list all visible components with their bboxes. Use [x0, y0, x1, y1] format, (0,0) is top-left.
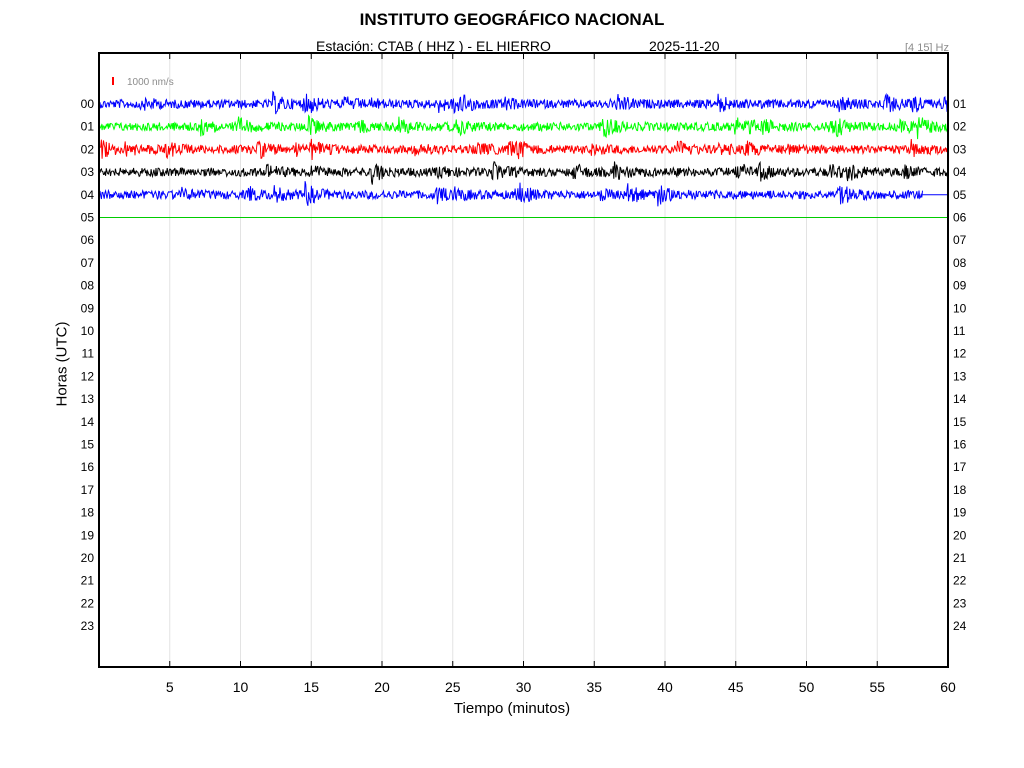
hour-label-left: 09 [81, 301, 95, 315]
hour-label-left: 02 [81, 142, 95, 156]
x-tick-label: 45 [728, 679, 744, 695]
hour-label-right: 10 [953, 301, 967, 315]
hour-label-left: 16 [81, 460, 95, 474]
x-axis-label: Tiempo (minutos) [453, 700, 571, 717]
hour-label-left: 00 [81, 97, 95, 111]
hour-label-right: 03 [953, 142, 967, 156]
x-tick-label: 35 [586, 679, 602, 695]
station-subtitle: Estación: CTAB ( HHZ ) - EL HIERRO [316, 38, 551, 54]
hour-label-right: 06 [953, 211, 967, 225]
scale-bar [112, 77, 114, 85]
seismogram-trace-hour-01 [99, 114, 949, 140]
seismogram-trace-hour-00 [99, 90, 948, 115]
hour-label-left: 13 [81, 392, 95, 406]
hour-label-right: 22 [953, 574, 967, 588]
hour-label-left: 23 [81, 619, 95, 633]
hour-label-right: 24 [953, 619, 967, 633]
hour-label-right: 17 [953, 460, 967, 474]
hour-label-left: 20 [81, 551, 95, 565]
hour-label-left: 21 [81, 574, 95, 588]
hour-label-left: 12 [81, 369, 95, 383]
hour-label-left: 05 [81, 211, 95, 225]
hour-label-right: 23 [953, 596, 967, 610]
seismogram-trace-hour-02 [99, 138, 949, 161]
x-tick-label: 10 [233, 679, 249, 695]
x-tick-label: 30 [516, 679, 532, 695]
hour-label-right: 13 [953, 369, 967, 383]
hour-label-right: 12 [953, 347, 967, 361]
hour-label-right: 01 [953, 97, 967, 111]
x-tick-label: 20 [374, 679, 390, 695]
hour-label-right: 20 [953, 528, 967, 542]
hour-label-right: 19 [953, 506, 967, 520]
hour-label-left: 11 [82, 347, 95, 361]
seismogram-trace-hour-03 [99, 160, 949, 185]
x-tick-label: 55 [869, 679, 885, 695]
hour-label-left: 06 [81, 233, 95, 247]
hour-label-right: 14 [953, 392, 967, 406]
hour-label-right: 09 [953, 279, 967, 293]
x-tick-label: 15 [303, 679, 319, 695]
hour-label-left: 17 [81, 483, 95, 497]
hour-label-left: 04 [81, 188, 95, 202]
plot-frame [98, 52, 949, 668]
x-tick-label: 40 [657, 679, 673, 695]
hour-label-left: 22 [81, 596, 95, 610]
hour-label-left: 08 [81, 279, 95, 293]
scale-label: 1000 nm/s [127, 77, 174, 88]
x-tick-label: 50 [799, 679, 815, 695]
hour-label-right: 08 [953, 256, 967, 270]
x-tick-label: 5 [166, 679, 174, 695]
date-subtitle: 2025-11-20 [649, 38, 720, 54]
hour-label-left: 19 [81, 528, 95, 542]
hour-label-left: 10 [81, 324, 95, 338]
x-tick-label: 25 [445, 679, 461, 695]
hour-label-right: 21 [953, 551, 967, 565]
hour-label-left: 01 [81, 120, 95, 134]
hour-label-right: 11 [953, 324, 966, 338]
frequency-band-label: [4 15] Hz [904, 42, 949, 54]
hour-label-left: 07 [81, 256, 95, 270]
hour-label-right: 18 [953, 483, 967, 497]
hour-label-left: 15 [81, 438, 95, 452]
hour-label-left: 14 [81, 415, 95, 429]
chart-title: INSTITUTO GEOGRÁFICO NACIONAL [359, 10, 665, 29]
hour-label-right: 15 [953, 415, 967, 429]
hour-label-right: 05 [953, 188, 967, 202]
seismogram-trace-hour-04 [99, 181, 923, 207]
hour-label-left: 18 [81, 506, 95, 520]
hour-label-left: 03 [81, 165, 95, 179]
hour-label-right: 04 [953, 165, 967, 179]
x-tick-label: 60 [940, 679, 956, 695]
hour-label-right: 07 [953, 233, 967, 247]
hour-label-right: 16 [953, 438, 967, 452]
hour-label-right: 02 [953, 120, 967, 134]
